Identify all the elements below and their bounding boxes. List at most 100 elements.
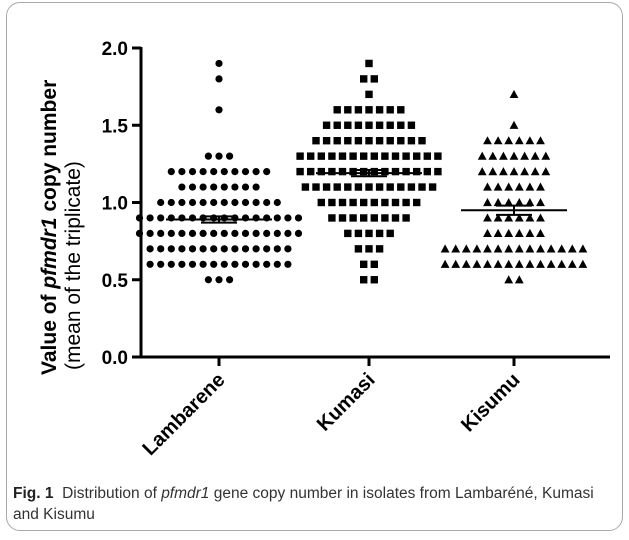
- data-point: [370, 198, 378, 207]
- y-tick-label: 1.0: [102, 194, 128, 215]
- data-point: [252, 245, 260, 253]
- data-point: [307, 167, 315, 176]
- data-point: [423, 167, 431, 176]
- data-point: [312, 137, 320, 145]
- data-point: [231, 245, 239, 253]
- data-point: [296, 152, 304, 160]
- data-point: [344, 106, 352, 114]
- data-point: [578, 244, 588, 253]
- data-point: [178, 245, 186, 253]
- data-point: [333, 121, 341, 129]
- data-point: [360, 198, 368, 207]
- data-point: [354, 245, 363, 253]
- data-point: [483, 136, 492, 145]
- data-point: [536, 182, 545, 191]
- y-axis-label-prefix: Value of: [38, 289, 61, 375]
- data-point: [199, 245, 207, 253]
- data-point: [370, 214, 378, 222]
- data-point: [241, 168, 250, 176]
- data-point: [483, 182, 492, 191]
- figure-caption: Fig. 1 Distribution of pfmdr1 gene copy …: [13, 483, 613, 525]
- data-point: [375, 106, 384, 114]
- data-point: [167, 168, 175, 176]
- data-point: [499, 151, 508, 160]
- data-point: [241, 260, 250, 268]
- data-point: [312, 183, 320, 191]
- data-point: [328, 152, 336, 160]
- data-point: [273, 229, 281, 237]
- data-point: [301, 183, 310, 191]
- y-axis-label-italic: pfmdr1: [38, 217, 61, 289]
- data-point: [215, 75, 223, 83]
- data-point: [360, 214, 368, 222]
- data-point: [402, 152, 410, 160]
- data-point: [188, 245, 197, 253]
- data-point: [370, 152, 378, 160]
- data-point: [135, 214, 144, 222]
- data-point: [360, 75, 368, 83]
- data-point: [349, 167, 357, 176]
- y-tick-label: 0.5: [102, 271, 129, 292]
- data-point: [525, 198, 535, 207]
- data-point: [477, 167, 487, 176]
- data-point: [381, 167, 389, 176]
- data-point: [188, 198, 197, 207]
- data-point: [338, 198, 347, 207]
- data-point: [178, 229, 186, 237]
- data-point: [204, 152, 212, 160]
- caption-text-italic: pfmdr1: [161, 485, 210, 502]
- data-point: [365, 106, 373, 114]
- data-point: [273, 214, 281, 222]
- data-point: [488, 151, 498, 160]
- data-point: [338, 152, 347, 160]
- data-point: [178, 198, 186, 207]
- data-point: [536, 259, 545, 268]
- data-point: [157, 260, 165, 268]
- data-point: [188, 168, 197, 176]
- data-point: [461, 259, 471, 268]
- data-point: [354, 137, 363, 145]
- data-point: [483, 198, 492, 207]
- data-point: [504, 198, 514, 207]
- data-point: [413, 167, 421, 176]
- data-point: [263, 229, 271, 237]
- data-point: [215, 59, 223, 68]
- data-point: [349, 152, 357, 160]
- data-point: [525, 244, 535, 253]
- data-point: [263, 245, 271, 253]
- data-point: [375, 137, 384, 145]
- data-point: [391, 152, 400, 160]
- data-point: [199, 260, 207, 268]
- caption-fig-label: Fig. 1: [13, 485, 54, 502]
- data-point: [284, 245, 292, 253]
- data-point: [273, 260, 281, 268]
- data-point: [386, 121, 394, 129]
- data-point: [525, 136, 535, 145]
- data-point: [365, 59, 373, 68]
- data-point: [349, 214, 357, 222]
- data-point: [252, 168, 260, 176]
- data-point: [231, 183, 239, 191]
- data-point: [354, 183, 363, 191]
- data-point: [241, 245, 250, 253]
- data-point: [546, 244, 556, 253]
- data-point: [557, 244, 567, 253]
- data-point: [578, 259, 588, 268]
- data-point: [488, 167, 498, 176]
- data-point: [199, 198, 207, 207]
- data-point: [220, 183, 228, 191]
- data-point: [146, 229, 154, 237]
- data-point: [354, 106, 363, 114]
- data-point: [530, 151, 540, 160]
- data-point: [391, 214, 400, 222]
- data-point: [226, 276, 234, 284]
- data-point: [386, 183, 394, 191]
- y-axis-label-group: Value of pfmdr1 copy number (mean of the…: [38, 80, 85, 375]
- data-point: [210, 198, 218, 207]
- data-point: [520, 151, 529, 160]
- data-point: [525, 259, 535, 268]
- data-point: [365, 229, 373, 238]
- data-point: [252, 229, 260, 237]
- data-point: [241, 183, 250, 191]
- data-point: [509, 120, 519, 129]
